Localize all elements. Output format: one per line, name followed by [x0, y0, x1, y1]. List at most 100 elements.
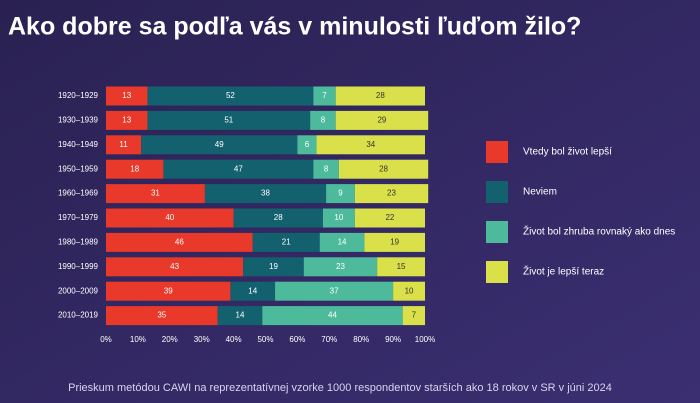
- data-label: 34: [366, 140, 375, 149]
- bar-segment: [303, 257, 378, 277]
- bar-segment: [393, 281, 425, 301]
- chart-title: Ako dobre sa podľa vás v minulosti ľuďom…: [8, 13, 581, 41]
- data-label: 28: [376, 91, 385, 100]
- bar-segment: [377, 257, 425, 277]
- bar-segment: [106, 86, 148, 106]
- bar-segment: [322, 208, 355, 228]
- data-label: 10: [334, 213, 343, 222]
- y-tick-label: 1940–1949: [58, 140, 99, 149]
- data-label: 38: [261, 189, 270, 198]
- data-label: 44: [328, 311, 337, 320]
- bar-segment: [233, 208, 323, 228]
- legend-swatch: [486, 181, 508, 203]
- x-tick-label: 10%: [130, 335, 146, 344]
- data-label: 47: [234, 164, 243, 173]
- bar-segment: [141, 135, 298, 155]
- legend-label: Vtedy bol život lepší: [523, 147, 612, 158]
- bar-segment: [297, 135, 317, 155]
- bar-segment: [106, 110, 148, 130]
- data-label: 15: [397, 262, 406, 271]
- y-tick-label: 1920–1929: [58, 91, 99, 100]
- bar-segment: [147, 86, 314, 106]
- y-tick-label: 1950–1959: [58, 164, 99, 173]
- bar-segment: [106, 208, 234, 228]
- data-label: 37: [330, 286, 339, 295]
- bar-segment: [106, 281, 231, 301]
- data-label: 22: [385, 213, 394, 222]
- data-label: 43: [170, 262, 179, 271]
- bar-segment: [316, 135, 425, 155]
- bar-segment: [204, 184, 327, 204]
- x-tick-label: 80%: [353, 335, 369, 344]
- y-tick-label: 1980–1989: [58, 238, 99, 247]
- data-label: 49: [215, 140, 224, 149]
- bar-segment: [106, 159, 164, 179]
- data-label: 51: [224, 116, 233, 125]
- y-tick-label: 1990–1999: [58, 262, 99, 271]
- data-label: 13: [122, 91, 131, 100]
- y-tick-label: 1960–1969: [58, 189, 99, 198]
- bar-segment: [106, 135, 142, 155]
- bar-segment: [163, 159, 314, 179]
- bar-segment: [335, 110, 429, 130]
- bar-segment: [313, 159, 339, 179]
- data-label: 7: [412, 311, 417, 320]
- bar-segment: [338, 159, 429, 179]
- y-tick-label: 2000–2009: [58, 286, 99, 295]
- x-tick-label: 30%: [194, 335, 210, 344]
- data-label: 9: [338, 189, 343, 198]
- legend-label: Život bol zhruba rovnaký ako dnes: [523, 225, 675, 238]
- bar-segment: [106, 232, 253, 252]
- bar-segment: [243, 257, 304, 277]
- bar-segment: [106, 257, 244, 277]
- data-label: 28: [379, 164, 388, 173]
- bar-segment: [262, 306, 403, 326]
- data-label: 23: [387, 189, 396, 198]
- x-tick-label: 90%: [385, 335, 401, 344]
- bar-segment: [402, 306, 425, 326]
- bar-segment: [354, 208, 425, 228]
- data-label: 46: [175, 238, 184, 247]
- data-label: 14: [248, 286, 257, 295]
- bar-segment: [230, 281, 276, 301]
- legend-label: Neviem: [523, 187, 557, 198]
- data-label: 19: [269, 262, 278, 271]
- x-tick-label: 50%: [257, 335, 273, 344]
- bar-segment: [354, 184, 429, 204]
- data-label: 21: [282, 238, 291, 247]
- bar-segment: [252, 232, 320, 252]
- data-label: 6: [305, 140, 310, 149]
- bar-segment: [217, 306, 263, 326]
- y-tick-label: 1930–1939: [58, 116, 99, 125]
- data-label: 40: [165, 213, 174, 222]
- x-tick-label: 40%: [226, 335, 242, 344]
- data-label: 39: [164, 286, 173, 295]
- data-label: 19: [390, 238, 399, 247]
- data-label: 14: [236, 311, 245, 320]
- data-label: 31: [151, 189, 160, 198]
- bar-segment: [275, 281, 394, 301]
- x-tick-label: 70%: [321, 335, 337, 344]
- bar-segment: [326, 184, 355, 204]
- data-label: 29: [377, 116, 386, 125]
- data-label: 35: [157, 311, 166, 320]
- data-label: 14: [338, 238, 347, 247]
- x-tick-label: 0%: [100, 335, 112, 344]
- bar-segment: [319, 232, 365, 252]
- data-label: 8: [324, 164, 329, 173]
- bar-segment: [364, 232, 425, 252]
- x-tick-label: 100%: [415, 335, 435, 344]
- bar-segment: [106, 306, 218, 326]
- data-label: 7: [322, 91, 327, 100]
- x-tick-label: 60%: [289, 335, 305, 344]
- legend-swatch: [486, 221, 508, 243]
- bar-segment: [313, 86, 336, 106]
- data-label: 11: [119, 140, 128, 149]
- y-tick-label: 2010–2019: [58, 311, 99, 320]
- legend-label: Život je lepší teraz: [523, 265, 604, 278]
- bar-segment: [335, 86, 425, 106]
- footnote: Prieskum metódou CAWI na reprezentatívne…: [68, 382, 612, 394]
- bar-segment: [147, 110, 311, 130]
